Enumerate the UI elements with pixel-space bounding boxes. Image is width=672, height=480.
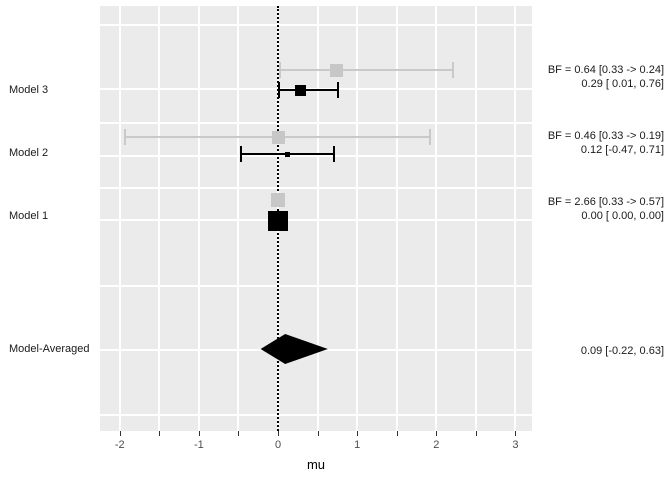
x-axis-tick bbox=[119, 431, 121, 436]
x-axis-tick bbox=[317, 431, 319, 436]
x-axis-tick bbox=[238, 431, 240, 436]
x-axis-tick-label: 3 bbox=[512, 439, 519, 451]
posterior-errorbar-cap bbox=[337, 82, 340, 98]
y-label-model-2: Model 2 bbox=[9, 147, 49, 159]
horizontal-gridline bbox=[100, 285, 532, 287]
x-axis-tick-label: 2 bbox=[433, 439, 440, 451]
posterior-estimate-marker bbox=[285, 151, 291, 157]
horizontal-gridline bbox=[100, 155, 532, 157]
vertical-gridline bbox=[395, 6, 398, 431]
vertical-gridline bbox=[197, 6, 200, 431]
annotation-bf: BF = 0.64 [0.33 -> 0.24] bbox=[547, 64, 664, 76]
annotation-estimate: 0.29 [ 0.01, 0.76] bbox=[581, 78, 664, 90]
prior-errorbar bbox=[280, 69, 453, 71]
posterior-estimate-marker bbox=[268, 211, 289, 231]
vertical-gridline bbox=[118, 6, 121, 431]
annotation-estimate: 0.12 [-0.47, 0.71] bbox=[580, 144, 664, 156]
x-axis-tick bbox=[515, 431, 517, 436]
x-axis-title: mu bbox=[306, 457, 326, 472]
vertical-gridline bbox=[158, 6, 161, 431]
x-axis-tick-label: 0 bbox=[274, 439, 282, 451]
horizontal-gridline bbox=[100, 187, 532, 189]
x-axis-tick bbox=[198, 431, 200, 436]
vertical-gridline bbox=[514, 6, 517, 431]
x-axis-tick bbox=[278, 431, 280, 436]
horizontal-gridline bbox=[100, 122, 532, 124]
prior-errorbar-cap bbox=[123, 129, 126, 145]
y-label-model-averaged: Model-Averaged bbox=[9, 343, 90, 355]
posterior-estimate-marker bbox=[295, 84, 307, 96]
horizontal-gridline bbox=[100, 414, 532, 416]
annotation-estimate: 0.00 [ 0.00, 0.00] bbox=[581, 210, 664, 222]
horizontal-gridline bbox=[100, 24, 532, 26]
annotation-bf: BF = 2.66 [0.33 -> 0.57] bbox=[547, 196, 664, 208]
vertical-gridline bbox=[237, 6, 240, 431]
posterior-errorbar-cap bbox=[239, 146, 242, 162]
x-axis-tick bbox=[396, 431, 398, 436]
x-axis-tick-label: 1 bbox=[354, 439, 361, 451]
x-axis-tick bbox=[436, 431, 438, 436]
posterior-errorbar-cap bbox=[277, 82, 280, 98]
vertical-gridline bbox=[474, 6, 477, 431]
posterior-errorbar-cap bbox=[333, 146, 336, 162]
x-axis-tick bbox=[357, 431, 359, 436]
prior-estimate-marker bbox=[271, 193, 286, 207]
prior-estimate-marker bbox=[330, 63, 344, 77]
plot-panel bbox=[100, 6, 532, 431]
prior-errorbar-cap bbox=[428, 129, 431, 145]
x-axis-tick bbox=[475, 431, 477, 436]
prior-estimate-marker bbox=[271, 130, 285, 144]
x-axis-tick bbox=[159, 431, 161, 436]
y-label-model-1: Model 1 bbox=[9, 210, 49, 222]
x-axis-tick-label: -2 bbox=[114, 439, 125, 451]
annotation-bf: BF = 0.46 [0.33 -> 0.19] bbox=[547, 130, 664, 142]
posterior-errorbar bbox=[278, 89, 339, 91]
annotation-model-averaged: 0.09 [-0.22, 0.63] bbox=[580, 345, 664, 357]
y-label-model-3: Model 3 bbox=[9, 84, 49, 96]
vertical-gridline bbox=[356, 6, 359, 431]
prior-errorbar-cap bbox=[279, 62, 282, 78]
vertical-gridline bbox=[316, 6, 319, 431]
model-averaged-diamond bbox=[260, 334, 328, 364]
prior-errorbar-cap bbox=[451, 62, 454, 78]
horizontal-gridline bbox=[100, 219, 532, 221]
x-axis-tick-label: -1 bbox=[194, 439, 204, 451]
vertical-gridline bbox=[435, 6, 438, 431]
